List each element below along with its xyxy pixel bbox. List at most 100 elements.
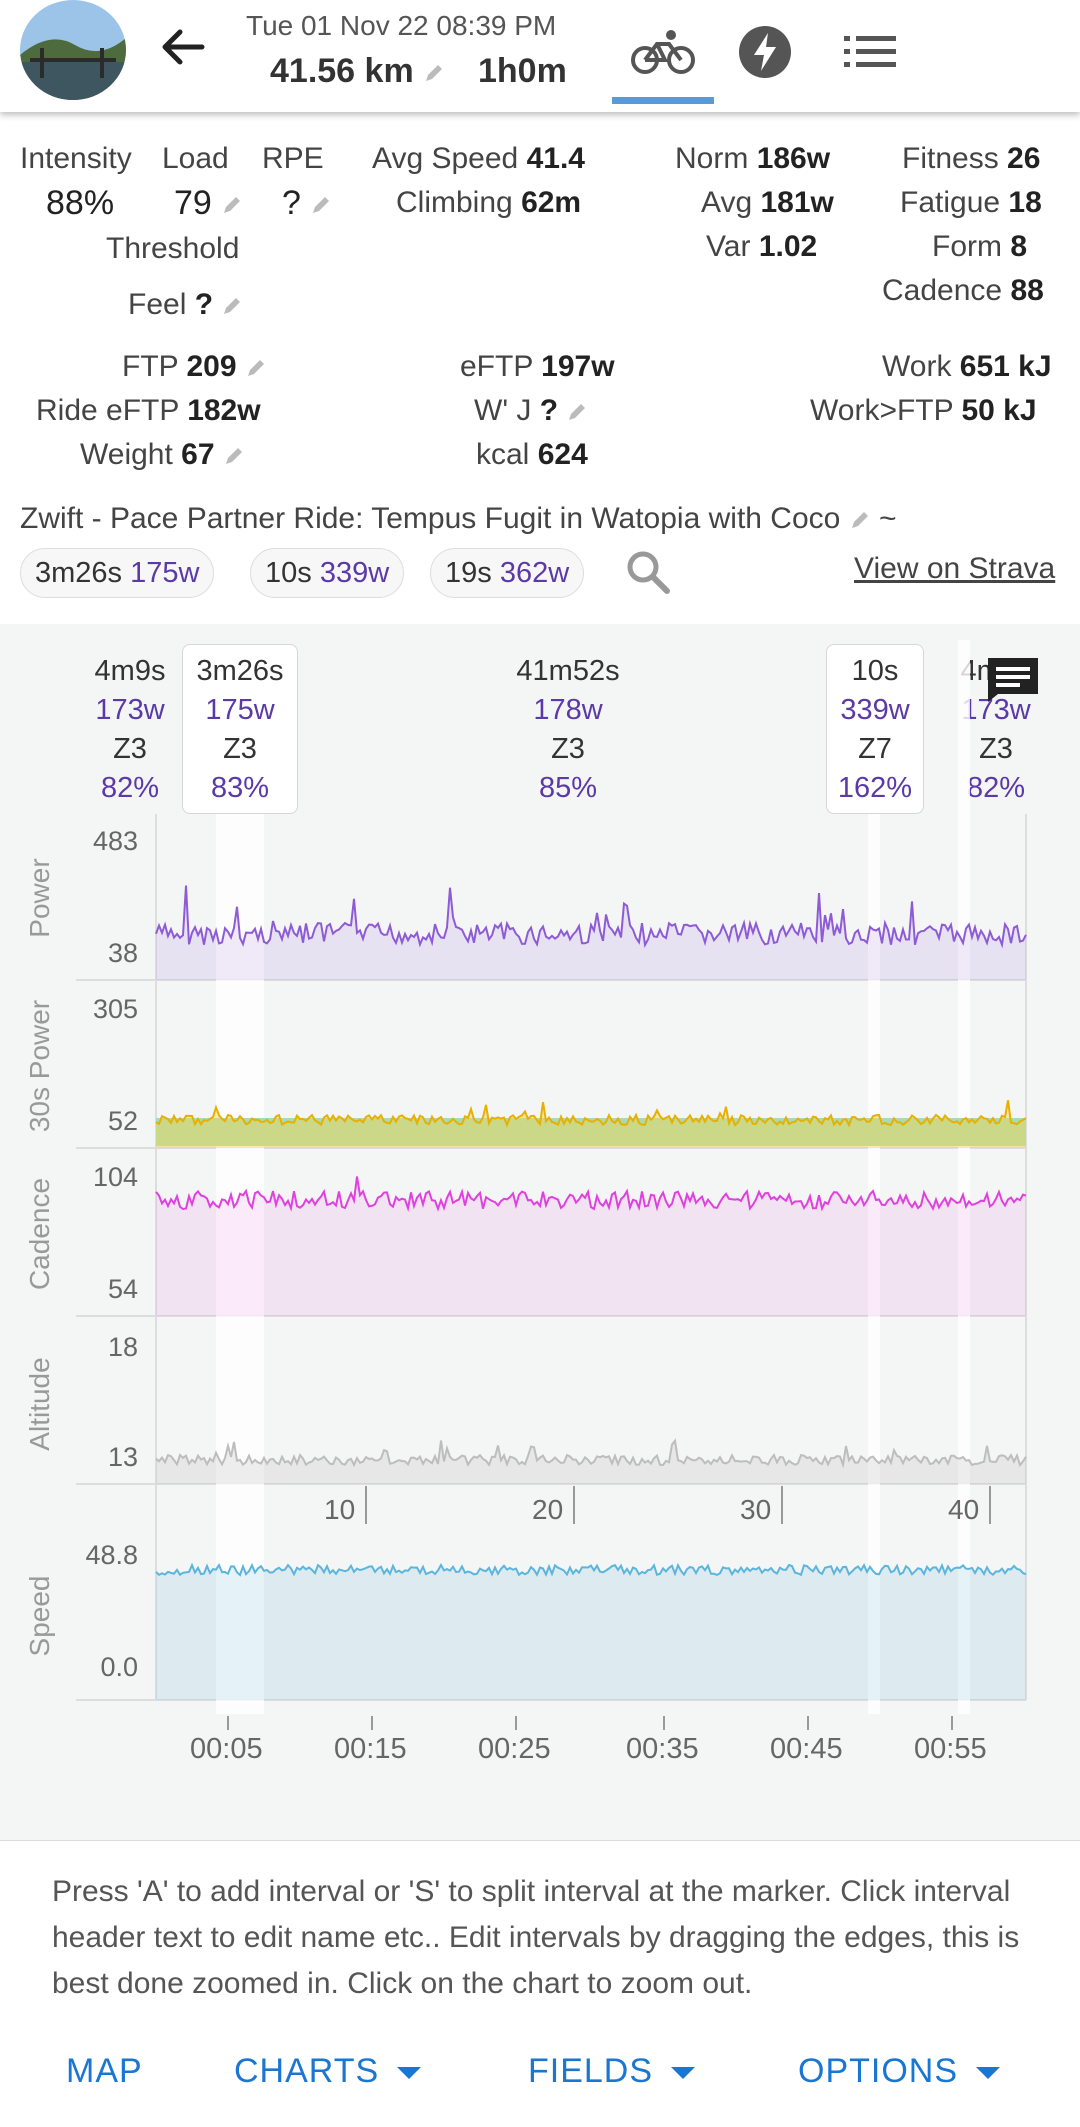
norm-power: Norm 186w: [675, 142, 831, 175]
wprime-field[interactable]: W' J ?: [474, 394, 588, 428]
altitude-axis-label: Altitude: [24, 1357, 55, 1451]
back-arrow-icon[interactable]: [158, 22, 208, 72]
eftp: eFTP 197w: [460, 350, 615, 383]
avatar[interactable]: [20, 0, 126, 100]
work-above-ftp: Work>FTP 50 kJ: [810, 394, 1037, 427]
help-panel: Press 'A' to add interval or 'S' to spli…: [0, 1840, 1080, 2127]
comment-icon[interactable]: [984, 656, 1042, 704]
activity-charts[interactable]: [0, 624, 1080, 1840]
feel-field[interactable]: Feel ?: [128, 288, 243, 322]
bike-icon: [631, 30, 695, 74]
time-tick: 00:55: [914, 1733, 987, 1765]
interval-header[interactable]: 41m52s 178w Z3 85%: [516, 655, 620, 804]
best-effort-chip[interactable]: 3m26s 175w: [20, 548, 215, 598]
speed-min-label: 0.0: [100, 1652, 138, 1682]
activity-distance[interactable]: 41.56 km: [270, 52, 445, 91]
bolt-icon: [739, 26, 791, 78]
power-trace-area: [156, 885, 1026, 980]
intensity-value: 88%: [46, 184, 115, 222]
power30-max-label: 305: [92, 994, 138, 1024]
rpe-value[interactable]: ?: [282, 184, 332, 223]
fatigue: Fatigue 18: [900, 186, 1042, 219]
interval-header-selected[interactable]: [182, 644, 298, 814]
interval-band: [958, 640, 970, 1714]
altitude-max-label: 18: [107, 1332, 138, 1362]
weight-field[interactable]: Weight 67: [80, 438, 245, 472]
edit-pencil-icon[interactable]: [310, 194, 332, 216]
cadence-trace-line: [155, 1176, 1027, 1213]
search-icon[interactable]: [624, 548, 672, 596]
edit-pencil-icon[interactable]: [849, 509, 871, 531]
speed-max-label: 48.8: [85, 1540, 138, 1570]
distance-tick: 40: [948, 1494, 980, 1525]
intensity-label: Intensity: [20, 142, 132, 175]
avg-power: Avg 181w: [701, 186, 834, 219]
power-min-label: 38: [107, 938, 138, 968]
power30-min-label: 52: [107, 1106, 138, 1136]
distance-tick: 30: [740, 1494, 772, 1525]
variability: Var 1.02: [706, 230, 818, 263]
edit-pencil-icon[interactable]: [245, 357, 267, 379]
interval-header[interactable]: 10s 339w Z7 162%: [837, 655, 913, 804]
fields-button[interactable]: FIELDS: [528, 2052, 696, 2091]
power30-trace-line: [155, 1100, 1027, 1128]
altitude-trace-area: [156, 1440, 1026, 1484]
speed-axis-label: Speed: [24, 1575, 55, 1657]
chevron-down-icon: [671, 2067, 696, 2080]
time-tick: 00:45: [770, 1733, 843, 1765]
edit-pencil-icon[interactable]: [423, 62, 445, 84]
threshold-label: Threshold: [106, 232, 240, 265]
climbing: Climbing 62m: [396, 186, 582, 219]
help-text: Press 'A' to add interval or 'S' to spli…: [52, 1875, 1020, 2000]
power-trace-line: [155, 885, 1027, 949]
time-tick: 00:25: [478, 1733, 551, 1765]
map-button[interactable]: MAP: [66, 2052, 143, 2090]
activity-duration: 1h0m: [478, 52, 567, 90]
altitude-min-label: 13: [107, 1442, 138, 1472]
ride-eftp: Ride eFTP 182w: [36, 394, 261, 427]
activity-date: Tue 01 Nov 22 08:39 PM: [246, 10, 557, 41]
chevron-down-icon: [397, 2067, 422, 2080]
tab-activity[interactable]: [612, 0, 714, 104]
tab-power[interactable]: [720, 0, 810, 104]
edit-pencil-icon[interactable]: [221, 295, 243, 317]
charts-button[interactable]: CHARTS: [234, 2052, 422, 2091]
fitness: Fitness 26: [902, 142, 1041, 175]
distance-tick: 10: [324, 1494, 356, 1525]
cadence-max-label: 104: [92, 1162, 138, 1192]
best-effort-chip[interactable]: 10s 339w: [250, 548, 405, 598]
work: Work 651 kJ: [882, 350, 1052, 383]
form: Form 8: [932, 230, 1028, 263]
chevron-down-icon: [976, 2067, 1001, 2080]
active-tab-indicator: [612, 97, 714, 104]
edit-pencil-icon[interactable]: [566, 401, 588, 423]
speed-trace-area: [156, 1565, 1026, 1700]
rpe-label: RPE: [262, 142, 324, 175]
list-icon: [844, 36, 896, 67]
view-on-strava-link[interactable]: View on Strava: [854, 552, 1056, 585]
edit-pencil-icon[interactable]: [221, 194, 243, 216]
tab-list[interactable]: [820, 0, 920, 104]
activity-title[interactable]: Zwift - Pace Partner Ride: Tempus Fugit …: [20, 502, 897, 535]
interval-header-selected[interactable]: [826, 644, 924, 814]
time-tick: 00:35: [626, 1733, 699, 1765]
avg-speed: Avg Speed 41.4: [372, 142, 585, 175]
load-value[interactable]: 79: [174, 184, 243, 223]
time-tick: 00:15: [334, 1733, 407, 1765]
load-label: Load: [162, 142, 229, 175]
distance-tick: 20: [532, 1494, 564, 1525]
power30-trace-area: [156, 1100, 1026, 1148]
top-bar: Tue 01 Nov 22 08:39 PM 41.56 km 1h0m: [0, 0, 1080, 112]
edit-pencil-icon[interactable]: [223, 445, 245, 467]
time-tick: 00:05: [190, 1733, 263, 1765]
charts-canvas[interactable]: [0, 0, 1080, 1840]
cadence-min-label: 54: [107, 1274, 138, 1304]
ftp-field[interactable]: FTP 209: [122, 350, 267, 384]
interval-header[interactable]: 3m26s 175w Z3 83%: [196, 655, 284, 804]
power-max-label: 483: [92, 826, 138, 856]
best-effort-chip[interactable]: 19s 362w: [430, 548, 585, 598]
options-button[interactable]: OPTIONS: [798, 2052, 1001, 2091]
speed-trace-line: [155, 1562, 1027, 1577]
altitude-trace-line: [155, 1438, 1027, 1469]
